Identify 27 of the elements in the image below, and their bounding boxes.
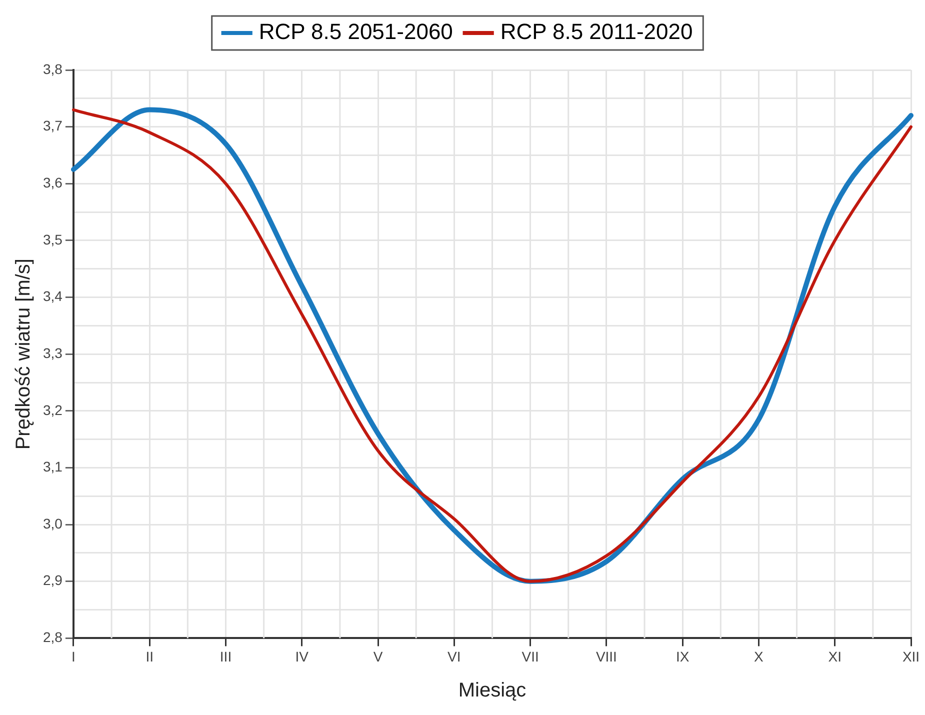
x-tick-label: I (72, 648, 76, 664)
legend-label: RCP 8.5 2051-2060 (258, 19, 453, 44)
y-tick-label: 3,4 (42, 288, 63, 304)
y-tick-label: 2,8 (42, 629, 63, 646)
y-tick-label: 3,0 (42, 515, 63, 532)
y-tick-label: 3,7 (42, 118, 63, 134)
y-axis-title: Prędkość wiatru [m/s] (12, 258, 35, 450)
y-tick-label: 3,1 (42, 458, 63, 475)
x-tick-label: IX (676, 648, 690, 664)
y-tick-label: 3,5 (42, 231, 63, 248)
y-tick-label: 3,3 (42, 344, 63, 361)
x-tick-label: III (220, 648, 232, 664)
x-tick-label: XI (828, 648, 842, 664)
x-tick-label: X (754, 648, 764, 664)
x-axis-title: Miesiąc (458, 680, 526, 702)
x-tick-label: VIII (596, 648, 617, 664)
x-tick-label: VII (522, 648, 539, 664)
x-tick-label: IV (295, 648, 310, 664)
y-tick-label: 2,9 (42, 572, 63, 588)
x-tick-label: II (146, 648, 154, 664)
x-tick-label: V (373, 648, 384, 664)
y-tick-label: 3,2 (42, 402, 63, 418)
y-tick-label: 3,6 (42, 174, 63, 190)
legend-label: RCP 8.5 2011-2020 (500, 19, 693, 44)
x-tick-label: VI (448, 648, 461, 664)
x-tick-label: XII (902, 648, 920, 664)
y-tick-label: 3,8 (42, 60, 63, 77)
